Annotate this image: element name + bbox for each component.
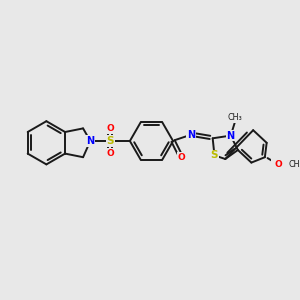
- Text: O: O: [106, 124, 114, 133]
- Text: CH₃: CH₃: [288, 160, 300, 169]
- Text: S: S: [106, 136, 114, 146]
- Text: O: O: [274, 160, 282, 169]
- Text: O: O: [106, 149, 114, 158]
- Text: O: O: [177, 153, 185, 162]
- Text: N: N: [187, 130, 195, 140]
- Text: N: N: [226, 130, 235, 141]
- Text: S: S: [211, 150, 218, 161]
- Text: N: N: [86, 136, 94, 146]
- Text: CH₃: CH₃: [228, 113, 242, 122]
